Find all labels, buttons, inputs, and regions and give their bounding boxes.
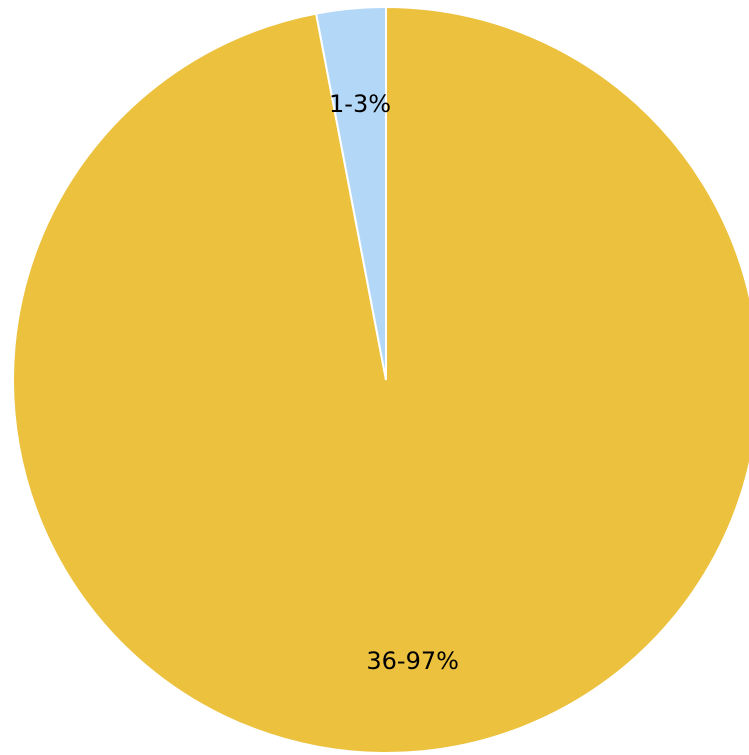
pie-slice-1 <box>314 5 387 381</box>
pie-labels: 36-97% 1-3% <box>329 90 459 675</box>
pie-label-1: 1-3% <box>329 90 391 118</box>
pie-label-36: 36-97% <box>366 647 459 675</box>
pie-slices <box>12 5 749 754</box>
pie-slice-36 <box>12 5 749 754</box>
